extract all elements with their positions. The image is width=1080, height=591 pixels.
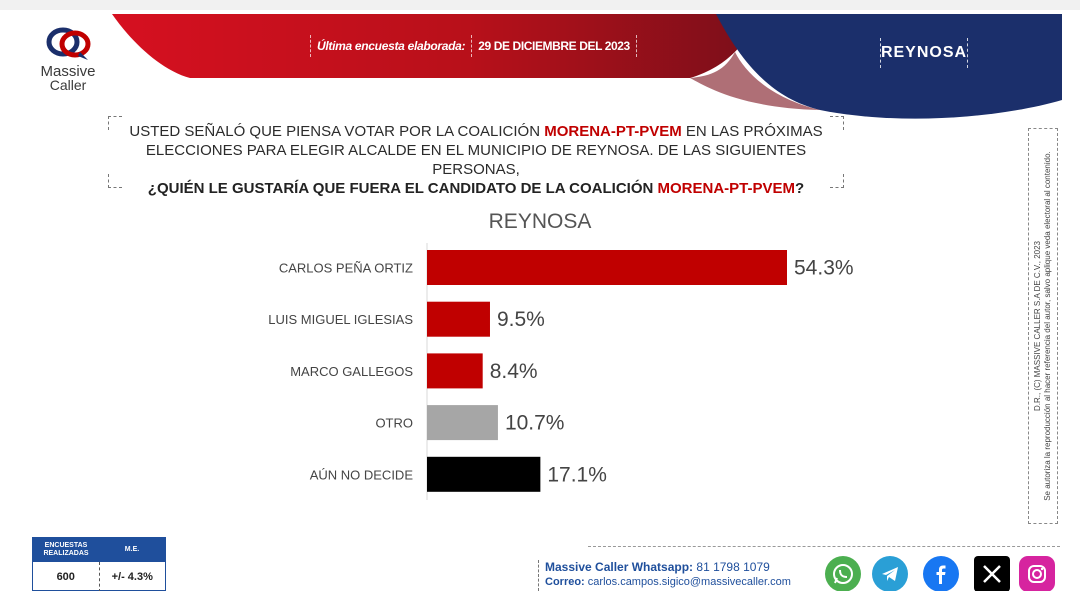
category-label: AÚN NO DECIDE xyxy=(310,467,414,482)
contact-email: Correo: carlos.campos.sigico@massivecall… xyxy=(545,576,828,588)
question-text: ¿QUIÉN LE GUSTARÍA QUE FUERA EL CANDIDAT… xyxy=(147,180,658,197)
city-badge: REYNOSA xyxy=(880,38,968,68)
email-address[interactable]: carlos.campos.sigico@massivecaller.com xyxy=(584,576,791,588)
top-strip xyxy=(0,0,1080,10)
question-line-1: USTED SEÑALÓ QUE PIENSA VOTAR POR LA COA… xyxy=(108,122,844,141)
bar xyxy=(427,405,498,441)
x-icon[interactable] xyxy=(974,556,1010,591)
bar xyxy=(427,301,490,337)
question-line-2: ELECCIONES PARA ELEGIR ALCALDE EN EL MUN… xyxy=(145,142,807,178)
facebook-icon[interactable] xyxy=(923,556,959,591)
bar xyxy=(427,250,787,285)
question-text: EN LAS PRÓXIMAS xyxy=(681,123,823,140)
logo-word-caller: Caller xyxy=(49,77,87,93)
survey-stats-table: ENCUESTAS REALIZADAS M.E. 600 +/- 4.3% xyxy=(32,537,166,591)
question-line-3: ¿QUIÉN LE GUSTARÍA QUE FUERA EL CANDIDAT… xyxy=(108,179,844,198)
header-banner xyxy=(112,14,1062,119)
bar xyxy=(427,456,541,492)
whatsapp-label: Massive Caller Whatsapp: xyxy=(545,560,694,574)
survey-date-label: Última encuesta elaborada: xyxy=(310,35,471,57)
stats-header-margin: M.E. xyxy=(124,546,140,553)
stats-header: ENCUESTAS REALIZADAS M.E. xyxy=(33,538,165,562)
copyright-note: D.R., (C) MASSIVE CALLER S.A DE C.V., 20… xyxy=(1028,128,1058,524)
whatsapp-number[interactable]: 81 1798 1079 xyxy=(693,560,770,574)
question-text: ? xyxy=(795,180,805,197)
email-label: Correo: xyxy=(545,576,585,588)
question-text: USTED SEÑALÓ QUE PIENSA VOTAR POR LA COA… xyxy=(129,123,545,140)
instagram-icon[interactable] xyxy=(1019,556,1055,591)
massive-caller-logo: Massive Caller xyxy=(30,26,106,96)
coalition-name: MORENA-PT-PVEM xyxy=(544,123,682,140)
value-label: 17.1% xyxy=(547,463,607,486)
category-label: OTRO xyxy=(375,416,413,431)
bar xyxy=(427,353,483,389)
survey-date-banner: Última encuesta elaborada: 29 DE DICIEMB… xyxy=(310,33,637,59)
logo-mark-icon xyxy=(44,26,92,62)
stats-header-surveys: ENCUESTAS REALIZADAS xyxy=(43,542,89,557)
stats-margin-error: +/- 4.3% xyxy=(111,571,153,583)
stats-values: 600 +/- 4.3% xyxy=(33,562,165,591)
chart-title: REYNOSA xyxy=(488,210,592,233)
value-label: 10.7% xyxy=(505,412,565,435)
stats-surveys-count: 600 xyxy=(33,562,100,591)
contact-whatsapp: Massive Caller Whatsapp: 81 1798 1079 xyxy=(545,560,828,574)
telegram-icon[interactable] xyxy=(872,556,908,591)
corner-mark xyxy=(108,174,122,188)
category-label: CARLOS PEÑA ORTIZ xyxy=(279,261,413,276)
corner-mark xyxy=(830,116,844,130)
category-label: LUIS MIGUEL IGLESIAS xyxy=(268,312,413,327)
category-label: MARCO GALLEGOS xyxy=(290,364,413,379)
corner-mark xyxy=(830,174,844,188)
footer-divider xyxy=(588,546,1060,547)
value-label: 8.4% xyxy=(490,360,538,383)
value-label: 54.3% xyxy=(794,257,854,280)
survey-date-value: 29 DE DICIEMBRE DEL 2023 xyxy=(471,35,637,57)
whatsapp-icon[interactable] xyxy=(825,556,861,591)
corner-mark xyxy=(108,116,122,130)
coalition-name: MORENA-PT-PVEM xyxy=(657,180,796,197)
contact-info: Massive Caller Whatsapp: 81 1798 1079 Co… xyxy=(538,560,828,591)
survey-question: USTED SEÑALÓ QUE PIENSA VOTAR POR LA COA… xyxy=(108,116,844,197)
logo-word-massive: Massive xyxy=(40,63,96,80)
value-label: 9.5% xyxy=(497,308,545,331)
